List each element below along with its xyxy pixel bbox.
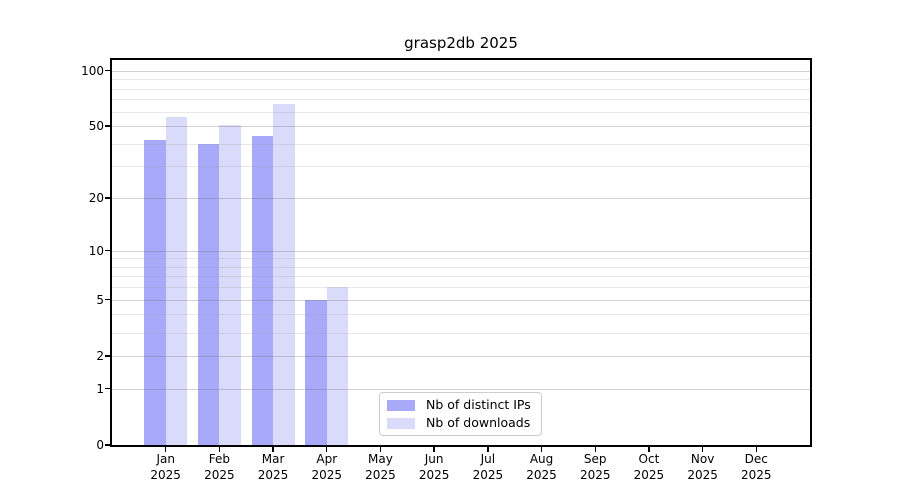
gridline-major bbox=[112, 388, 810, 390]
gridline-major bbox=[112, 198, 810, 200]
bar-downloads-jan bbox=[165, 117, 188, 445]
x-tick-label-jan: Jan 2025 bbox=[150, 452, 181, 482]
y-tick-label: 50 bbox=[88, 119, 104, 134]
x-tick-mark bbox=[701, 447, 704, 452]
x-tick-label-jul: Jul 2025 bbox=[472, 452, 504, 482]
y-tick-mark bbox=[105, 298, 110, 301]
bar-downloads-feb bbox=[219, 124, 241, 445]
x-tick-label-dec: Dec 2025 bbox=[741, 452, 772, 482]
gridline-minor bbox=[112, 332, 810, 334]
legend-swatch-distinct-ips bbox=[387, 399, 415, 411]
x-tick-label-aug: Aug 2025 bbox=[526, 452, 557, 482]
gridline-major bbox=[112, 299, 810, 301]
bar-distinct-ips-mar bbox=[251, 136, 274, 445]
y-tick-mark bbox=[105, 125, 110, 127]
y-tick-label: 0 bbox=[96, 438, 104, 452]
x-tick-label-nov: Nov 2025 bbox=[687, 452, 718, 482]
plot-border bbox=[110, 58, 812, 447]
gridline-minor bbox=[112, 266, 810, 268]
x-tick-label-oct: Oct 2025 bbox=[633, 452, 665, 482]
x-tick-mark bbox=[326, 447, 328, 452]
gridline-minor bbox=[112, 143, 810, 145]
gridline-major bbox=[112, 355, 810, 358]
y-tick-mark bbox=[105, 388, 110, 390]
gridline-major bbox=[112, 250, 810, 252]
gridline-major bbox=[112, 70, 810, 72]
x-tick-label-may: May 2025 bbox=[365, 452, 396, 482]
x-tick-mark bbox=[540, 447, 543, 452]
bar-distinct-ips-feb bbox=[197, 143, 220, 445]
gridline-major bbox=[112, 126, 810, 128]
x-tick-mark bbox=[594, 447, 596, 452]
gridline-minor bbox=[112, 166, 810, 168]
legend-swatch-downloads bbox=[387, 417, 415, 429]
gridline-minor bbox=[112, 276, 810, 278]
gridline-minor bbox=[112, 79, 810, 81]
gridline-minor bbox=[112, 111, 810, 113]
legend-label-downloads: Nb of downloads bbox=[426, 415, 531, 430]
x-tick-label-feb: Feb 2025 bbox=[204, 452, 235, 482]
x-tick-label-mar: Mar 2025 bbox=[257, 452, 289, 482]
legend-label-distinct-ips: Nb of distinct IPs bbox=[426, 397, 531, 412]
legend: Nb of distinct IPs Nb of downloads bbox=[379, 392, 542, 436]
y-tick-mark bbox=[105, 444, 110, 446]
bar-downloads-apr bbox=[326, 287, 349, 445]
y-tick-label: 2 bbox=[96, 348, 104, 363]
y-tick-label: 5 bbox=[96, 292, 104, 307]
gridline-minor bbox=[112, 258, 810, 260]
x-tick-label-apr: Apr 2025 bbox=[311, 452, 343, 482]
bar-downloads-mar bbox=[273, 103, 295, 445]
y-tick-label: 1 bbox=[96, 381, 104, 396]
x-tick-label-jun: Jun 2025 bbox=[418, 452, 450, 482]
y-tick-label: 100 bbox=[81, 63, 104, 78]
bar-distinct-ips-apr bbox=[305, 299, 327, 445]
x-tick-label-sep: Sep 2025 bbox=[579, 452, 611, 482]
plot-area bbox=[112, 60, 810, 445]
chart-title: grasp2db 2025 bbox=[404, 34, 518, 52]
y-tick-mark bbox=[105, 355, 110, 357]
x-tick-mark bbox=[379, 447, 382, 452]
y-tick-mark bbox=[105, 249, 110, 252]
legend-item-downloads: Nb of downloads bbox=[387, 416, 531, 430]
y-tick-mark bbox=[105, 70, 110, 72]
gridline-minor bbox=[112, 287, 810, 289]
x-tick-mark bbox=[218, 447, 221, 452]
x-tick-mark bbox=[487, 447, 489, 452]
y-tick-label: 10 bbox=[88, 243, 104, 258]
x-tick-mark bbox=[164, 447, 167, 452]
y-tick-mark bbox=[105, 197, 110, 199]
gridline-minor bbox=[112, 314, 810, 316]
gridline-minor bbox=[112, 99, 810, 101]
x-tick-mark bbox=[755, 447, 757, 452]
x-tick-mark bbox=[648, 447, 650, 452]
gridline-minor bbox=[112, 88, 810, 90]
x-tick-mark bbox=[433, 447, 435, 452]
legend-item-distinct-ips: Nb of distinct IPs bbox=[387, 398, 531, 412]
bar-distinct-ips-jan bbox=[144, 139, 166, 445]
x-tick-mark bbox=[272, 447, 274, 452]
y-tick-label: 20 bbox=[88, 191, 104, 206]
